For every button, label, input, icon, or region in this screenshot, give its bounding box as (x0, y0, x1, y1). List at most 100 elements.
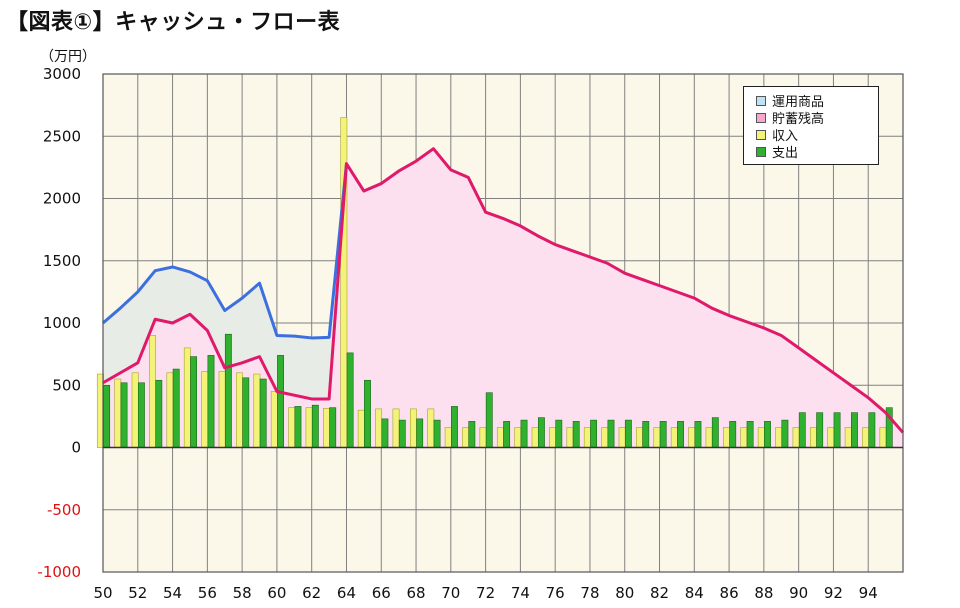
expense-bar (398, 419, 406, 448)
x-tick-label: 72 (476, 584, 495, 602)
income-bar (636, 427, 643, 448)
income-bar (305, 407, 313, 448)
income-bar (462, 427, 470, 448)
expense-bar (851, 412, 858, 448)
income-bar (166, 372, 174, 448)
x-tick-label: 58 (233, 584, 252, 602)
legend-item-income: 収入 (756, 126, 878, 144)
expense-bar (798, 412, 806, 448)
legend-swatch-assets (756, 95, 766, 106)
expense-bar (537, 417, 545, 448)
income-bar (566, 427, 574, 448)
x-tick-label: 90 (789, 584, 808, 602)
expense-bar (677, 421, 684, 448)
legend-item-expense: 支出 (756, 143, 878, 161)
expense-bar (485, 392, 493, 448)
expense-bar (224, 333, 232, 448)
y-axis-unit: （万円） (40, 49, 96, 65)
expense-bar (329, 407, 337, 448)
x-tick-label: 70 (441, 584, 460, 602)
legend-label-assets: 運用商品 (772, 95, 825, 110)
x-tick-label: 78 (580, 584, 599, 602)
series-lines (102, 147, 905, 434)
income-bar (705, 427, 713, 448)
income-bar (444, 427, 452, 448)
expense-bar (694, 421, 702, 448)
x-tick-label: 54 (163, 584, 182, 602)
expense-bar (503, 421, 511, 448)
x-tick-label: 82 (650, 584, 669, 602)
y-tick-label: 1000 (43, 314, 81, 332)
income-bar (879, 427, 887, 448)
income-bar (618, 427, 626, 448)
expense-bar (311, 404, 319, 448)
legend-item-assets: 運用商品 (756, 92, 878, 110)
income-bar (757, 427, 765, 448)
income-bar (218, 371, 226, 448)
income-bar (114, 378, 122, 448)
income-bar (183, 347, 191, 448)
chart-title: 【図表①】キャッシュ・フロー表 (6, 10, 341, 35)
y-tick-label: 3000 (43, 65, 81, 83)
x-tick-label: 92 (824, 584, 843, 602)
income-bar (688, 427, 696, 448)
expense-bar (781, 419, 789, 448)
x-tick-label: 60 (267, 584, 286, 602)
expense-bar (572, 421, 580, 448)
legend-label-income: 収入 (772, 129, 799, 144)
expense-bar (120, 382, 128, 448)
income-bar (253, 373, 261, 448)
income-bar (375, 408, 383, 448)
income-bar (236, 372, 243, 448)
x-tick-label: 94 (859, 584, 878, 602)
expense-bar (103, 384, 111, 448)
income-bar (549, 427, 556, 448)
income-bar (201, 371, 209, 448)
x-tick-label: 76 (546, 584, 565, 602)
expense-bar (294, 406, 302, 448)
expense-bar (346, 352, 354, 448)
x-tick-label: 66 (372, 584, 391, 602)
expense-bar (259, 378, 267, 448)
income-bar (670, 427, 678, 448)
expense-bar (433, 419, 441, 448)
expense-bar (607, 419, 615, 448)
expense-bar (520, 419, 528, 448)
y-tick-label: 0 (71, 439, 81, 457)
legend-swatch-expense (756, 146, 766, 157)
x-tick-labels: 50 52 54 56 58 60 62 64 66 68 70 72 74 76 78 80 82 84 86 88… (93, 584, 877, 602)
y-tick-label: 500 (52, 376, 81, 394)
legend: 運用商品 貯蓄残高 収入 支出 (743, 86, 879, 165)
legend-item-savings: 貯蓄残高 (756, 109, 878, 127)
income-bar (270, 391, 278, 448)
legend-swatch-savings (756, 112, 766, 123)
expense-bar (381, 418, 389, 448)
expense-bar (190, 356, 198, 448)
expense-bar (137, 382, 145, 448)
income-bar (809, 427, 817, 448)
expense-bar (590, 419, 598, 448)
income-bar (827, 427, 835, 448)
y-tick-label: -1000 (37, 563, 81, 581)
income-bar (149, 335, 156, 448)
income-bar (392, 408, 400, 448)
x-tick-label: 80 (615, 584, 634, 602)
income-bar (514, 427, 522, 448)
y-tick-labels: 3000 2500 2000 1500 1000 500 0 -500 -1000 (37, 65, 81, 581)
expense-bar (364, 379, 371, 448)
legend-label-savings: 貯蓄残高 (772, 112, 825, 127)
x-tick-label: 62 (302, 584, 321, 602)
x-tick-label: 50 (93, 584, 112, 602)
y-tick-label: 1500 (43, 252, 81, 270)
legend-label-expense: 支出 (772, 146, 799, 161)
expense-bar (764, 421, 771, 448)
expense-bar (451, 406, 458, 448)
expense-bar (277, 355, 284, 448)
savings-line (102, 147, 905, 434)
expense-bar (729, 421, 737, 448)
y-tick-label: 2000 (43, 190, 81, 208)
expense-bar (624, 419, 632, 448)
x-tick-label: 52 (128, 584, 147, 602)
income-bar (653, 427, 661, 448)
